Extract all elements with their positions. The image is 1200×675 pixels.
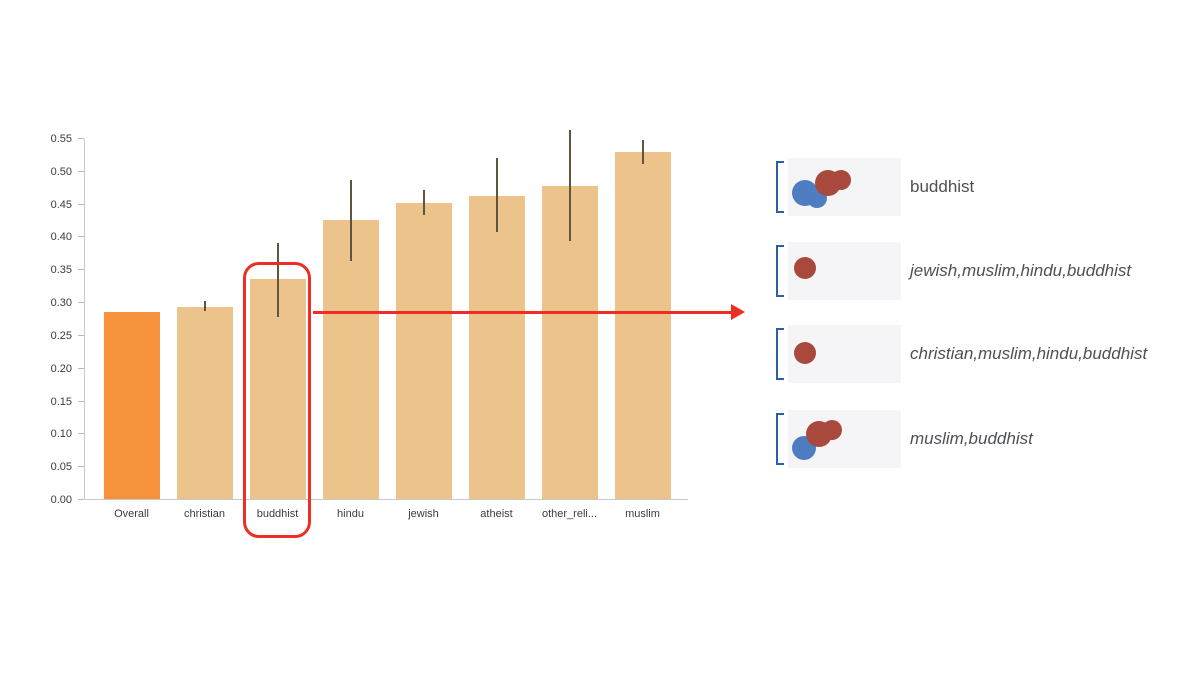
scatter-thumbnail <box>788 158 901 216</box>
bars-container: Overall christian buddhist hindu jewish athei… <box>95 130 679 520</box>
red-dot-icon <box>822 420 842 440</box>
scatter-thumbnail <box>788 410 901 468</box>
legend-row: muslim,buddhist <box>776 410 1196 468</box>
bracket-icon <box>776 245 784 297</box>
bar <box>176 307 233 499</box>
bracket-icon <box>776 413 784 465</box>
scatter-thumbnail <box>788 325 901 383</box>
y-tick-mark <box>78 269 84 271</box>
y-tick-mark <box>78 499 84 500</box>
legend-row-label: christian,muslim,hindu,buddhist <box>910 344 1148 363</box>
y-tick-label: 0.00 <box>50 494 72 506</box>
y-tick-mark <box>78 302 84 304</box>
bar-column-Overall: Overall <box>95 138 168 520</box>
y-tick-mark <box>78 433 84 435</box>
y-tick-label: 0.45 <box>50 198 72 211</box>
x-tick-label: atheist <box>480 508 513 520</box>
y-tick-label: 0.35 <box>50 264 72 277</box>
bracket-icon <box>776 328 784 380</box>
bar-column-hindu: hindu <box>314 138 387 520</box>
red-dot-icon <box>794 257 816 279</box>
x-tick-label: hindu <box>337 508 364 520</box>
error-bar <box>569 130 571 242</box>
red-dot-icon <box>831 170 851 190</box>
error-bar <box>496 158 498 232</box>
y-tick-mark <box>78 466 84 468</box>
y-tick-mark <box>78 138 84 139</box>
x-tick-label: muslim <box>625 508 660 520</box>
legend-row: jewish,muslim,hindu,buddhist <box>776 242 1196 300</box>
scatter-thumbnail <box>788 242 901 300</box>
bar <box>395 202 452 499</box>
y-tick-label: 0.40 <box>50 231 72 244</box>
annotation-arrow <box>313 311 731 314</box>
y-tick-mark <box>78 334 84 336</box>
y-tick-label: 0.55 <box>50 133 72 145</box>
bar-column-jewish: jewish <box>387 138 460 520</box>
annotation-arrowhead-icon <box>731 304 745 320</box>
y-tick-label: 0.05 <box>50 461 72 474</box>
bracket-icon <box>776 161 784 213</box>
bar-column-muslim: muslim <box>606 138 679 520</box>
error-bar <box>204 301 206 312</box>
y-axis: 0.00 0.05 0.10 0.15 0.20 0.25 0.30 0.35 0.40 0.45… <box>0 133 84 506</box>
legend-row: christian,muslim,hindu,buddhist <box>776 325 1196 383</box>
bar-column-buddhist: buddhist <box>241 138 314 520</box>
x-tick-label: Overall <box>114 508 149 520</box>
error-bar <box>350 180 352 261</box>
error-bar <box>642 139 644 165</box>
bar <box>468 195 525 499</box>
y-tick-mark <box>78 400 84 402</box>
legend-row-label: muslim,buddhist <box>910 429 1033 448</box>
y-tick-label: 0.15 <box>50 395 72 408</box>
bar <box>103 311 160 499</box>
legend-row: buddhist <box>776 158 1196 216</box>
y-tick-mark <box>78 236 84 238</box>
error-bar <box>423 189 425 216</box>
legend-row-label: jewish,muslim,hindu,buddhist <box>910 261 1132 280</box>
y-tick-label: 0.10 <box>50 428 72 441</box>
x-tick-label: buddhist <box>256 508 299 520</box>
legend-row-label: buddhist <box>910 177 975 196</box>
bar <box>322 220 379 499</box>
highlight-box <box>243 262 311 538</box>
y-tick-label: 0.50 <box>50 165 72 178</box>
error-bar <box>277 243 279 318</box>
bar-column-christian: christian <box>168 138 241 520</box>
x-tick-label: other_reli... <box>541 508 598 520</box>
x-tick-label: christian <box>184 508 225 520</box>
y-tick-label: 0.30 <box>50 297 72 310</box>
bar-column-atheist: atheist <box>460 138 533 520</box>
x-tick-label: jewish <box>408 508 439 520</box>
bar <box>614 152 671 499</box>
y-tick-label: 0.25 <box>50 329 72 342</box>
y-tick-mark <box>78 203 84 205</box>
y-tick-mark <box>78 367 84 369</box>
plot-area: Overall christian buddhist hindu jewish athei… <box>84 130 688 520</box>
y-tick-label: 0.20 <box>50 362 72 375</box>
bar-column-other_reli...: other_reli... <box>533 130 606 520</box>
red-dot-icon <box>794 342 816 364</box>
y-tick-mark <box>78 170 84 172</box>
legend-panel: buddhist jewish,muslim,hindu,buddhist chri… <box>776 158 1196 498</box>
